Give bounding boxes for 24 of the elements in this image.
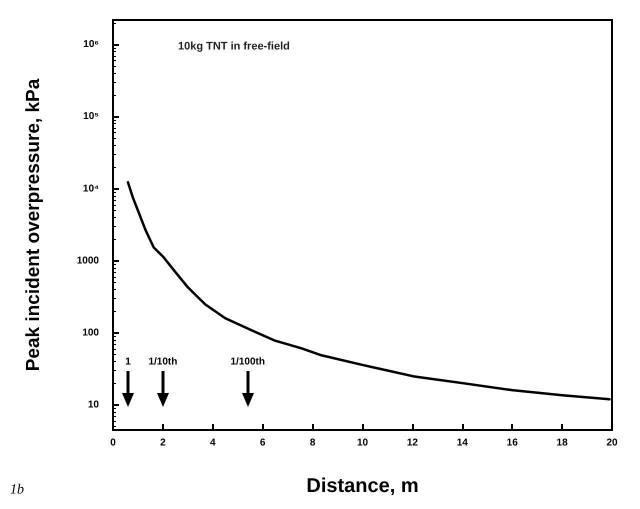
annotation: 1 bbox=[125, 356, 132, 368]
x-tick-label: 14 bbox=[456, 438, 468, 448]
annotation: 1/10th bbox=[148, 356, 178, 368]
x-tick-label: 6 bbox=[260, 438, 266, 448]
x-tick-label: 12 bbox=[406, 438, 418, 448]
text: 1b bbox=[10, 482, 24, 498]
x-tick-label: 2 bbox=[160, 438, 166, 448]
x-tick-label: 10 bbox=[356, 438, 368, 448]
x-tick-label: 0 bbox=[110, 438, 116, 448]
y-tick-label: 10⁶ bbox=[83, 39, 99, 50]
x-tick-label: 18 bbox=[556, 438, 568, 448]
x-tick-label: 16 bbox=[506, 438, 518, 448]
text: 10kg TNT in free-field bbox=[178, 40, 290, 52]
y-tick-label: 10 bbox=[88, 400, 100, 411]
annotation: 1/100th bbox=[230, 356, 265, 368]
y-tick-label: 10⁴ bbox=[82, 183, 100, 194]
x-axis-title: Distance, m bbox=[306, 475, 419, 497]
y-tick-label: 10⁵ bbox=[83, 111, 100, 122]
x-tick-label: 8 bbox=[310, 438, 316, 448]
x-tick-label: 20 bbox=[606, 438, 618, 448]
y-tick-label: 100 bbox=[82, 327, 100, 338]
x-tick-label: 4 bbox=[210, 438, 216, 448]
y-axis-title: Peak incident overpressure, kPa bbox=[23, 78, 44, 372]
y-tick-label: 1000 bbox=[76, 255, 100, 266]
